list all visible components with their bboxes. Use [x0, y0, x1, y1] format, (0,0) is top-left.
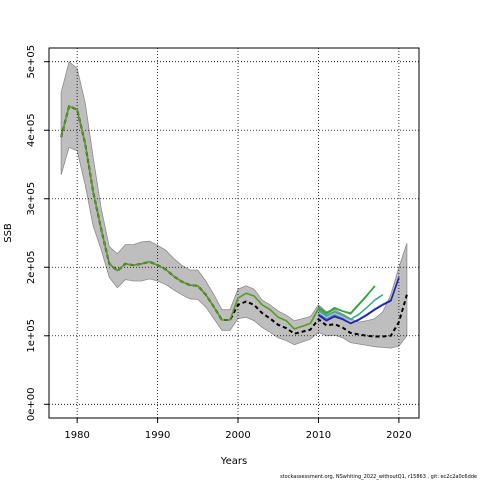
plot-frame	[48, 47, 420, 419]
confidence-band-layer	[60, 60, 408, 349]
x-tick-label: 1990	[145, 430, 170, 441]
series-line	[318, 285, 376, 315]
y-tick-label: 1e+05	[26, 319, 37, 353]
x-tick-label: 2010	[306, 430, 331, 441]
y-axis: 0e+00 1e+05 2e+05 3e+05 4e+05 5e+05	[26, 45, 49, 421]
y-tick-label: 5e+05	[26, 45, 37, 79]
x-tick-label: 2020	[386, 430, 411, 441]
series-line	[318, 277, 400, 325]
y-axis-title: SSB	[3, 223, 14, 243]
x-tick-label: 1980	[64, 430, 89, 441]
series-layer	[60, 105, 408, 338]
x-axis-title: Years	[220, 456, 247, 467]
series-line	[318, 294, 384, 321]
y-tick-label: 3e+05	[26, 182, 37, 216]
caption-text: stockassessment.org, NSwhiting_2022_with…	[280, 474, 477, 480]
x-axis: 1980 1990 2000 2010 2020	[64, 418, 412, 441]
confidence-band	[60, 60, 408, 349]
y-tick-label: 4e+05	[26, 113, 37, 147]
y-tick-label: 2e+05	[26, 250, 37, 284]
series-line	[60, 105, 376, 330]
x-tick-label: 2000	[225, 430, 250, 441]
y-tick-label: 0e+00	[26, 387, 37, 421]
